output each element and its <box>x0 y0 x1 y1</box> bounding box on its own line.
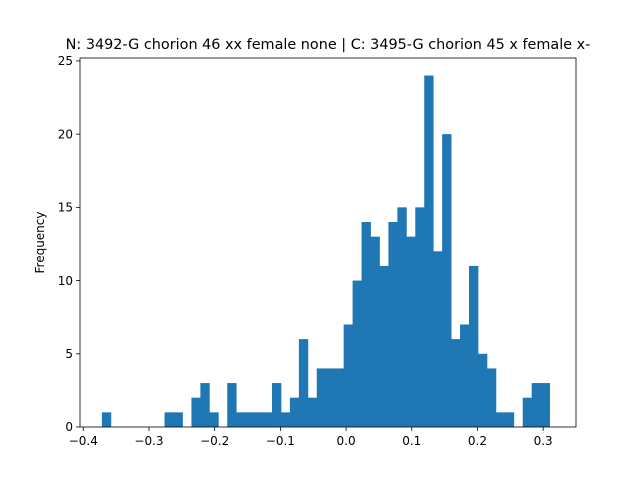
histogram-bar <box>236 412 246 427</box>
y-tick-label: 0 <box>65 420 73 434</box>
histogram-bars <box>101 75 550 428</box>
y-axis-label: Frequency <box>33 212 47 274</box>
histogram-bar <box>173 412 183 427</box>
x-tick-label: 0.0 <box>337 434 356 448</box>
histogram-bar <box>531 383 542 427</box>
x-tick-label: −0.2 <box>200 434 229 448</box>
histogram-bar <box>280 412 291 427</box>
histogram-bar <box>504 412 515 427</box>
histogram-bar <box>325 368 336 427</box>
histogram-bar <box>227 383 237 427</box>
y-tick-label: 15 <box>58 201 73 215</box>
x-tick-label: −0.1 <box>266 434 295 448</box>
histogram-bar <box>370 236 380 427</box>
histogram-bar <box>540 383 550 427</box>
histogram-bar <box>272 383 282 427</box>
histogram-bar <box>316 368 327 427</box>
histogram-bar <box>460 324 470 427</box>
y-tick-label: 10 <box>58 274 73 288</box>
x-tick-label: −0.4 <box>69 434 98 448</box>
histogram-bar <box>307 397 318 427</box>
histogram-bar <box>263 412 273 427</box>
histogram-bar <box>245 412 255 427</box>
chart-title: N: 3492-G chorion 46 xx female none | C:… <box>66 37 591 53</box>
histogram-bar <box>289 397 300 427</box>
x-tick-label: −0.3 <box>134 434 163 448</box>
histogram-bar <box>397 207 407 427</box>
histogram-bar <box>495 412 506 427</box>
y-tick-label: 25 <box>58 54 73 68</box>
histogram-bar <box>388 222 398 427</box>
histogram-bar <box>209 412 219 427</box>
x-tick-label: 0.1 <box>402 434 421 448</box>
histogram-bar <box>200 383 210 427</box>
histogram-bar <box>298 339 309 427</box>
histogram-bar <box>406 236 416 427</box>
histogram-bar <box>379 265 389 427</box>
histogram-bar <box>361 222 371 427</box>
y-tick-label: 20 <box>58 127 73 141</box>
histogram-bar <box>451 339 461 427</box>
histogram-bar <box>352 280 362 427</box>
histogram-bar <box>522 397 533 427</box>
histogram-bar <box>254 412 264 427</box>
histogram-bar <box>164 412 174 427</box>
histogram-bar <box>334 368 345 427</box>
histogram-bar <box>415 207 425 427</box>
x-axis: −0.4 −0.3 −0.2 −0.1 0.0 0.1 0.2 0.3 <box>69 427 553 448</box>
histogram-bar <box>424 75 434 428</box>
histogram-bar <box>469 265 479 427</box>
y-tick-label: 5 <box>65 347 73 361</box>
histogram-bar <box>477 353 488 427</box>
histogram-bar <box>191 397 201 427</box>
x-tick-label: 0.3 <box>534 434 553 448</box>
plot-frame <box>79 57 577 428</box>
x-tick-label: 0.2 <box>468 434 487 448</box>
histogram-bar <box>442 134 452 427</box>
y-axis: 0 5 10 15 20 25 <box>58 54 80 434</box>
histogram-bar <box>343 324 353 427</box>
histogram-bar <box>486 368 497 427</box>
histogram-bar <box>101 412 112 427</box>
histogram-bar <box>433 251 443 427</box>
